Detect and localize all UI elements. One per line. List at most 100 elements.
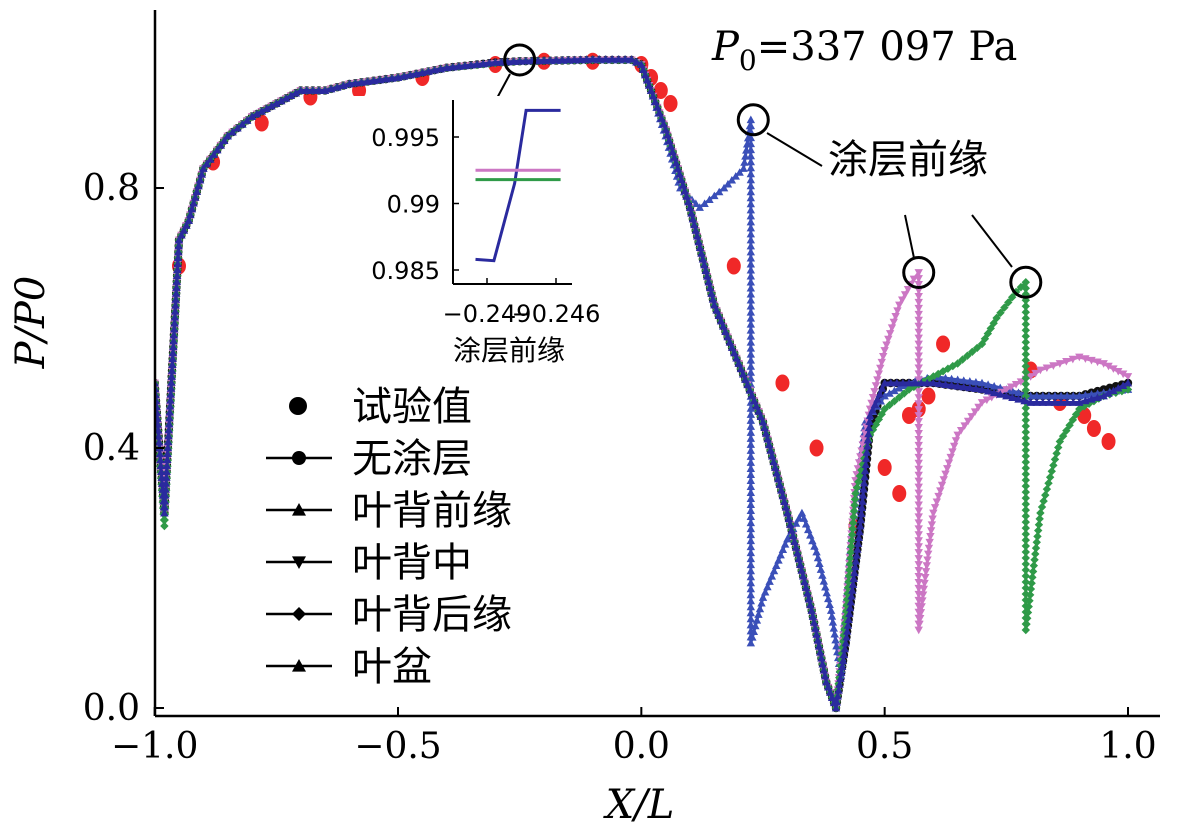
data-point: [171, 301, 180, 309]
data-point: [233, 124, 242, 132]
data-point: [850, 568, 859, 577]
data-point: [166, 390, 175, 398]
data-point: [857, 465, 866, 475]
data-point: [996, 390, 1005, 398]
data-point: [262, 104, 271, 113]
data-point: [1118, 381, 1128, 389]
data-point: [1055, 360, 1065, 368]
data-point: [769, 566, 779, 575]
data-point: [774, 474, 783, 483]
data-point: [302, 86, 311, 94]
data-point: [914, 537, 923, 545]
data-point: [980, 334, 990, 343]
data-point: [671, 158, 681, 167]
data-point: [155, 402, 161, 410]
data-point: [1021, 338, 1030, 347]
data-point: [172, 277, 181, 285]
data-point: [161, 479, 171, 487]
data-point: [914, 573, 923, 581]
data-point: [1068, 355, 1078, 364]
data-point: [448, 62, 457, 71]
data-point: [914, 370, 923, 378]
data-point: [161, 490, 170, 499]
data-point: [163, 443, 173, 452]
data-point: [746, 530, 756, 539]
inset-y-tick-label: 0.985: [371, 257, 440, 285]
data-point: [1021, 332, 1030, 341]
data-point: [879, 352, 888, 361]
data-point: [1008, 386, 1017, 395]
data-point: [1021, 367, 1030, 377]
data-point: [167, 378, 176, 386]
data-point: [146, 374, 154, 382]
data-point: [838, 637, 848, 646]
data-point: [1123, 373, 1133, 381]
data-point: [746, 121, 756, 130]
data-point: [914, 495, 923, 504]
data-point: [133, 356, 141, 364]
data-point: [941, 380, 950, 388]
data-point: [1062, 398, 1072, 406]
data-point: [144, 370, 152, 378]
data-point: [746, 578, 756, 587]
data-point: [822, 588, 831, 597]
data-point: [914, 394, 923, 402]
data-point: [746, 283, 756, 292]
data-point: [746, 476, 756, 484]
data-point: [890, 386, 899, 395]
data-point: [921, 387, 936, 405]
data-point: [831, 635, 840, 644]
data-point: [170, 318, 179, 327]
data-point: [136, 367, 144, 375]
data-point: [369, 76, 378, 85]
data-point: [749, 627, 759, 635]
data-point: [914, 352, 923, 361]
data-point: [914, 519, 923, 527]
data-point: [1023, 608, 1033, 617]
data-point: [914, 447, 923, 456]
data-point: [160, 515, 169, 525]
data-point: [850, 495, 860, 504]
legend-label: 无涂层: [352, 436, 472, 482]
data-point: [746, 320, 756, 328]
data-point: [375, 75, 384, 84]
data-point: [746, 350, 756, 358]
data-point: [815, 648, 825, 656]
data-point: [155, 449, 165, 458]
data-point: [793, 548, 802, 557]
data-point: [829, 624, 838, 632]
data-point: [1047, 467, 1056, 476]
data-point: [914, 567, 923, 575]
data-point: [970, 408, 980, 416]
data-point: [868, 405, 877, 414]
data-point: [841, 638, 850, 647]
data-point: [1055, 437, 1065, 446]
legend-item: 叶背后缘: [266, 592, 512, 638]
data-point: [893, 307, 902, 315]
data-point: [818, 571, 827, 579]
data-point: [815, 559, 824, 568]
data-point: [1021, 451, 1030, 461]
data-point: [874, 370, 884, 379]
data-point: [191, 193, 200, 201]
data-point: [746, 211, 756, 220]
data-point: [914, 310, 923, 319]
data-point: [1045, 473, 1055, 482]
data-point: [758, 417, 768, 426]
data-point: [914, 298, 923, 307]
data-point: [1087, 390, 1096, 398]
data-point: [160, 502, 169, 511]
data-point: [746, 488, 756, 497]
data-point: [1031, 549, 1040, 559]
data-point: [497, 58, 506, 66]
data-point: [853, 545, 862, 553]
data-point: [405, 70, 415, 79]
data-point: [800, 577, 809, 586]
data-point: [859, 435, 869, 443]
data-point: [171, 295, 181, 303]
data-point: [941, 373, 950, 382]
data-point: [1021, 481, 1030, 491]
data-point: [291, 88, 300, 97]
data-point: [914, 435, 923, 444]
data-point: [842, 627, 852, 635]
